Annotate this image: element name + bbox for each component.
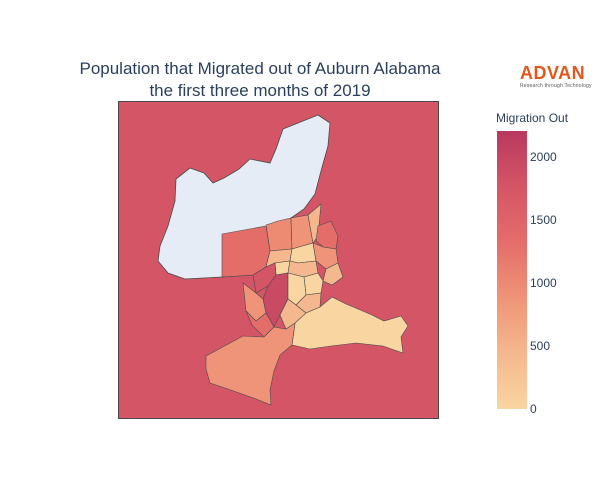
choropleth-map bbox=[118, 101, 439, 419]
logo-tagline: Research through Technology bbox=[520, 83, 592, 89]
logo-brand: ADVAN bbox=[520, 63, 586, 83]
tract-east-1 bbox=[322, 262, 344, 286]
region-no-data bbox=[157, 114, 331, 280]
colorbar-gradient bbox=[497, 131, 527, 409]
chart-title-line1: Population that Migrated out of Auburn A… bbox=[79, 59, 441, 78]
colorbar-tick-1000: 1000 bbox=[530, 276, 557, 290]
colorbar-tick-1500: 1500 bbox=[530, 213, 557, 227]
tract-southeast bbox=[291, 296, 409, 354]
tract-downtown-3 bbox=[303, 272, 324, 296]
advan-logo: ADVAN Research through Technology bbox=[520, 64, 600, 89]
colorbar-tick-500: 500 bbox=[530, 339, 551, 353]
colorbar-tick-2000: 2000 bbox=[530, 150, 557, 164]
colorbar-tick-0: 0 bbox=[530, 402, 537, 416]
tract-southwest bbox=[205, 322, 296, 406]
colorbar-title: Migration Out bbox=[496, 111, 569, 125]
chart-title: Population that Migrated out of Auburn A… bbox=[40, 58, 480, 102]
chart-title-line2: the first three months of 2019 bbox=[149, 81, 371, 100]
